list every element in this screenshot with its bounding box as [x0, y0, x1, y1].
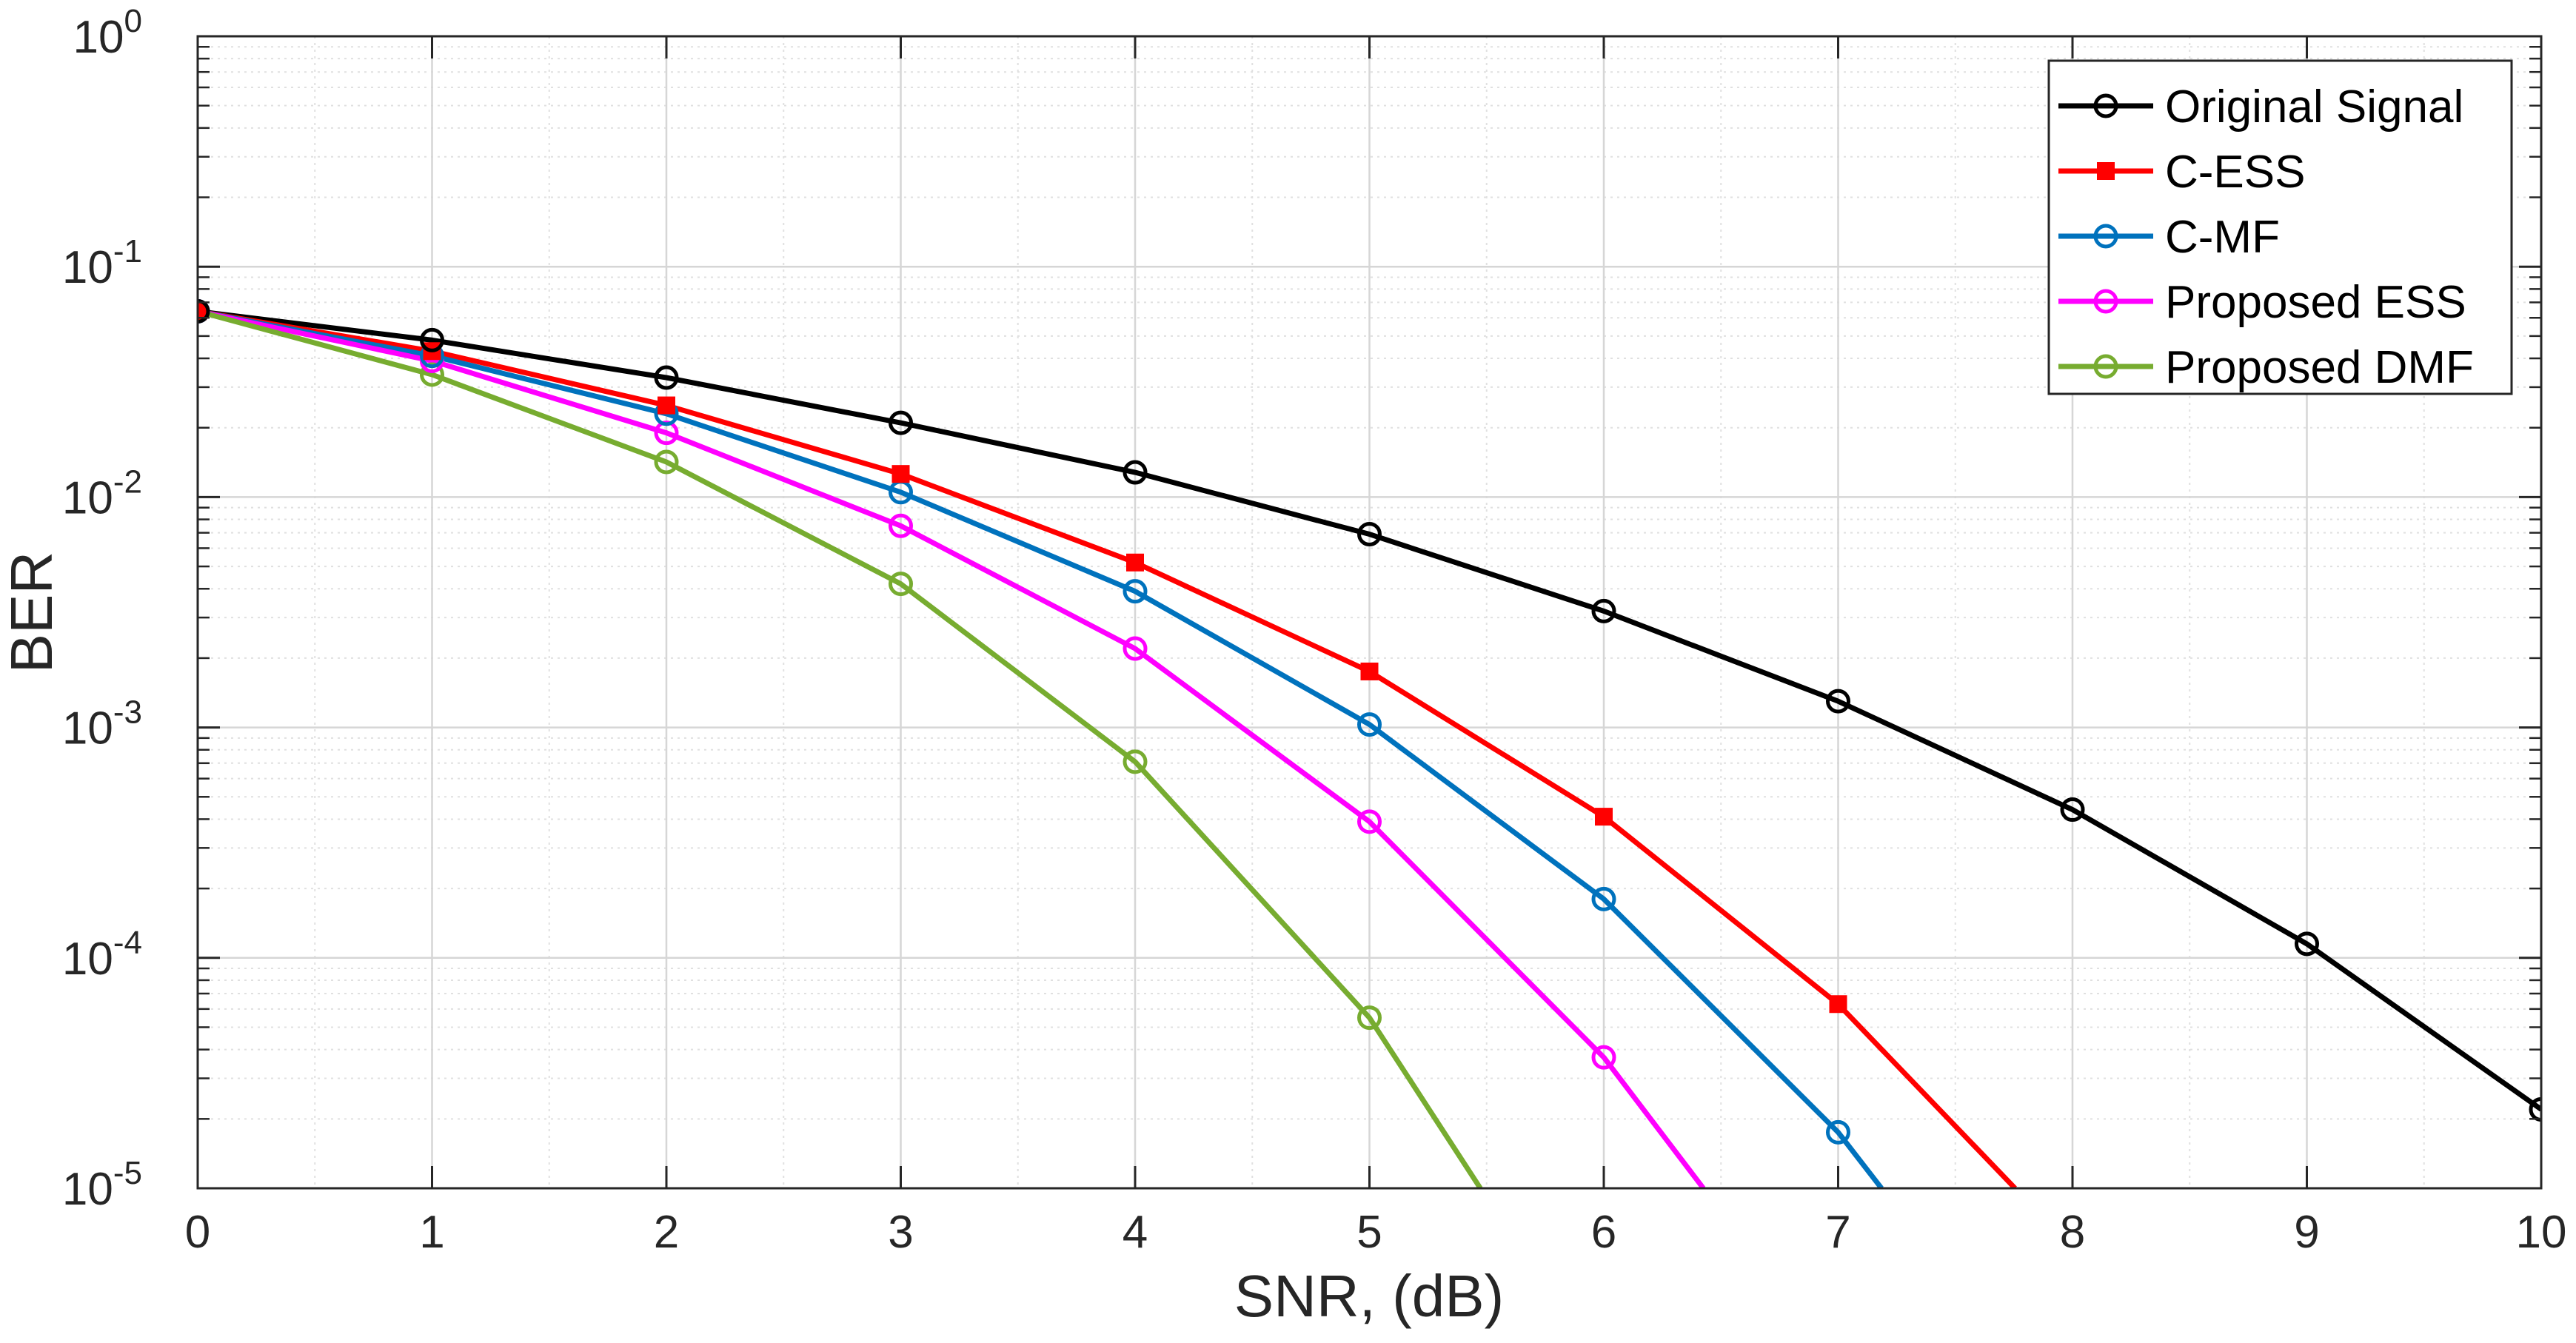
- x-tick-label: 10: [2516, 1207, 2567, 1258]
- legend-marker: [2093, 93, 2118, 118]
- legend-marker: [2093, 354, 2118, 379]
- legend: Original Signal C-ESS C-MF Proposed ESS Prop…: [2047, 59, 2513, 395]
- data-point: [654, 365, 679, 390]
- legend-label: Original Signal: [2165, 81, 2463, 133]
- data-point: [420, 362, 444, 387]
- y-axis-label: BER: [0, 552, 64, 674]
- data-point: [889, 572, 913, 597]
- data-point: [1123, 579, 1148, 604]
- data-point: [1357, 522, 1382, 547]
- data-point: [1591, 1045, 1616, 1070]
- data-point: [1123, 636, 1148, 661]
- data-point: [1826, 689, 1850, 714]
- y-tick-label: 100: [73, 3, 142, 63]
- x-tick-label: 5: [1356, 1207, 1382, 1258]
- data-point: [891, 465, 910, 483]
- y-tick-label: 10-4: [62, 925, 142, 985]
- legend-box: [2047, 59, 2513, 395]
- data-point: [1591, 598, 1616, 623]
- data-point: [1357, 712, 1382, 737]
- data-point: [1360, 662, 1379, 680]
- x-tick-label: 9: [2294, 1207, 2319, 1258]
- y-tick-label: 10-3: [62, 694, 142, 754]
- data-point: [1357, 1005, 1382, 1031]
- data-point: [198, 299, 210, 324]
- data-point: [1123, 749, 1148, 774]
- x-tick-label: 4: [1123, 1207, 1148, 1258]
- x-tick-label: 3: [888, 1207, 913, 1258]
- data-point: [889, 513, 913, 538]
- data-point: [2295, 931, 2319, 957]
- series-line: [198, 309, 1884, 1188]
- legend-label: C-MF: [2165, 212, 2280, 263]
- data-point: [2060, 797, 2085, 823]
- series-line: [198, 309, 1706, 1188]
- data-point: [1357, 809, 1382, 834]
- legend-label: Proposed DMF: [2165, 342, 2474, 393]
- legend-marker: [2093, 224, 2118, 249]
- x-tick-label: 6: [1591, 1207, 1616, 1258]
- x-tick-label: 8: [2060, 1207, 2085, 1258]
- x-tick-label: 7: [1825, 1207, 1850, 1258]
- x-tick-label: 0: [185, 1207, 210, 1258]
- y-tick-label: 10-5: [62, 1155, 142, 1215]
- data-point: [198, 302, 207, 321]
- data-point: [2529, 1096, 2541, 1122]
- x-tick-label: 1: [419, 1207, 444, 1258]
- data-point: [1126, 553, 1144, 572]
- legend-label: C-ESS: [2165, 147, 2305, 198]
- x-tick-label: 2: [654, 1207, 679, 1258]
- series-line: [198, 309, 2541, 1112]
- data-point: [1591, 886, 1616, 911]
- x-axis-label: SNR, (dB): [1234, 1263, 1505, 1329]
- ticks: 0 1 2 3 4 5 6 7 8 9 10 100 10-1 10-2 10-3 10-4 10-5: [62, 3, 2567, 1258]
- series-group: [198, 299, 2541, 1188]
- data-point: [420, 327, 444, 352]
- legend-marker: [2097, 162, 2115, 180]
- data-point: [1826, 1119, 1850, 1145]
- data-point: [1595, 808, 1613, 826]
- y-tick-label: 10-1: [62, 233, 142, 293]
- data-point: [654, 449, 679, 475]
- legend-label: Proposed ESS: [2165, 277, 2466, 328]
- y-tick-label: 10-2: [62, 463, 142, 523]
- data-point: [1123, 460, 1148, 485]
- data-point: [658, 396, 675, 415]
- data-point: [1829, 995, 1847, 1014]
- legend-marker: [2093, 289, 2118, 314]
- series-line: [198, 309, 1483, 1188]
- data-point: [889, 410, 913, 435]
